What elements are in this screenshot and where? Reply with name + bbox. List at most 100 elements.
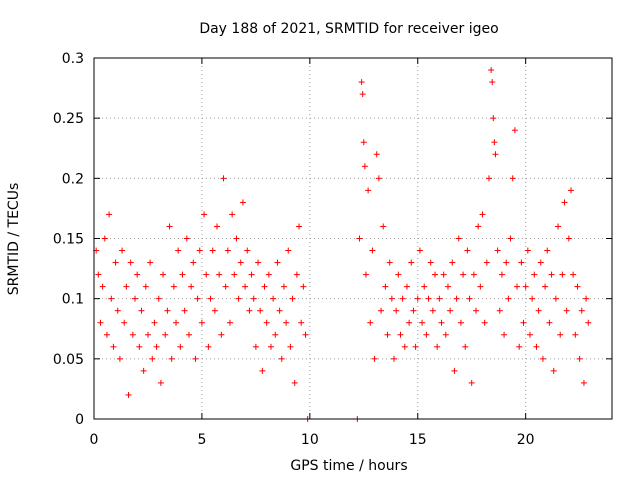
data-point	[233, 235, 240, 242]
data-point	[209, 247, 216, 254]
data-point	[429, 307, 436, 314]
y-tick-label: 0.05	[53, 352, 84, 368]
data-point	[548, 271, 555, 278]
y-tick-label: 0.15	[53, 232, 84, 248]
data-point	[151, 319, 158, 326]
data-point	[555, 223, 562, 230]
data-point	[491, 139, 498, 146]
data-point	[436, 295, 443, 302]
data-point	[302, 331, 309, 338]
data-point	[489, 79, 496, 86]
data-point	[507, 235, 514, 242]
data-point	[196, 247, 203, 254]
data-point	[375, 175, 382, 182]
data-point	[544, 247, 551, 254]
data-point	[382, 283, 389, 290]
data-point	[164, 307, 171, 314]
data-point	[514, 283, 521, 290]
data-point	[494, 247, 501, 254]
data-point	[557, 331, 564, 338]
data-point	[300, 283, 307, 290]
data-point	[162, 331, 169, 338]
data-point	[565, 235, 572, 242]
data-point	[136, 343, 143, 350]
data-point	[421, 283, 428, 290]
data-point	[106, 211, 113, 218]
data-point	[360, 139, 367, 146]
data-point	[419, 319, 426, 326]
data-point	[462, 343, 469, 350]
x-axis-label: GPS time / hours	[290, 458, 407, 474]
data-point	[129, 331, 136, 338]
data-point	[119, 247, 126, 254]
data-point	[570, 271, 577, 278]
data-point	[229, 211, 236, 218]
data-point	[296, 223, 303, 230]
data-point	[369, 247, 376, 254]
data-point	[155, 295, 162, 302]
data-point	[464, 247, 471, 254]
data-point	[425, 295, 432, 302]
data-point	[367, 319, 374, 326]
data-point	[477, 283, 484, 290]
data-point	[460, 271, 467, 278]
data-point	[181, 307, 188, 314]
data-point	[393, 307, 400, 314]
data-point	[485, 175, 492, 182]
data-point	[416, 247, 423, 254]
data-point	[207, 295, 214, 302]
data-point	[395, 271, 402, 278]
data-point	[410, 307, 417, 314]
data-point	[190, 259, 197, 266]
data-point	[188, 283, 195, 290]
data-point	[516, 343, 523, 350]
x-tick-label: 15	[409, 432, 427, 448]
data-point	[520, 319, 527, 326]
data-point	[252, 343, 259, 350]
data-point	[529, 295, 536, 302]
y-tick-label: 0	[75, 412, 84, 428]
data-point	[127, 259, 134, 266]
data-point	[224, 247, 231, 254]
data-point	[434, 343, 441, 350]
data-point	[125, 391, 132, 398]
data-point	[542, 283, 549, 290]
data-point	[203, 271, 210, 278]
grid	[94, 58, 612, 419]
y-tick-label: 0.1	[62, 292, 84, 308]
data-point	[272, 331, 279, 338]
data-point	[246, 307, 253, 314]
data-point	[218, 331, 225, 338]
data-point	[280, 283, 287, 290]
data-point	[444, 283, 451, 290]
data-point	[235, 295, 242, 302]
data-point	[250, 295, 257, 302]
data-point	[386, 259, 393, 266]
data-point	[490, 115, 497, 122]
data-point	[138, 307, 145, 314]
data-point	[574, 283, 581, 290]
data-point	[231, 271, 238, 278]
data-point	[153, 343, 160, 350]
data-point	[412, 343, 419, 350]
data-point	[488, 67, 495, 74]
data-point	[479, 211, 486, 218]
data-point	[142, 283, 149, 290]
data-point	[526, 331, 533, 338]
data-point	[274, 259, 281, 266]
data-point	[576, 355, 583, 362]
data-point	[559, 271, 566, 278]
data-point	[99, 283, 106, 290]
data-point	[567, 187, 574, 194]
data-point	[397, 331, 404, 338]
data-point	[270, 295, 277, 302]
data-point	[147, 259, 154, 266]
y-tick-label: 0.3	[62, 51, 84, 67]
tick-labels: 0 0.05 0.1 0.15 0.2 0.25 0.3 0 5 10 15 20	[53, 51, 535, 448]
data-point	[384, 331, 391, 338]
chart-title: Day 188 of 2021, SRMTID for receiver ige…	[199, 21, 498, 37]
data-point	[371, 355, 378, 362]
data-point	[391, 355, 398, 362]
data-point	[244, 247, 251, 254]
